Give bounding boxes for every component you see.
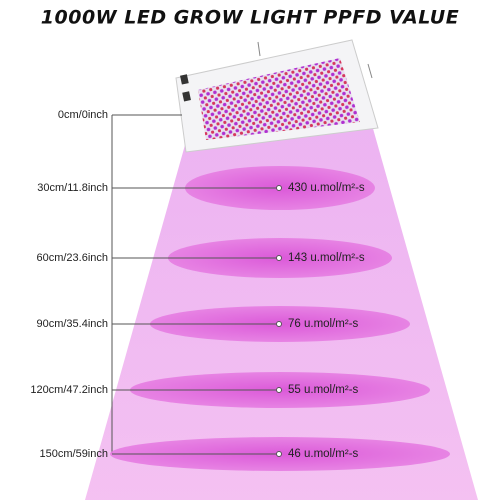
title: 1000W LED GROW LIGHT PPFD VALUE	[41, 7, 459, 29]
distance-label: 60cm/23.6inch	[36, 252, 108, 264]
distance-label: 120cm/47.2inch	[30, 384, 108, 396]
levels: 0cm/0inch 30cm/11.8inch 430 u.mol/m²-s 60cm…	[30, 109, 450, 471]
ppfd-value: 46 u.mol/m²-s	[288, 448, 359, 460]
leader-dot	[276, 185, 282, 191]
ppfd-value: 430 u.mol/m²-s	[288, 182, 365, 194]
ppfd-value: 143 u.mol/m²-s	[288, 252, 365, 264]
distance-label: 0cm/0inch	[58, 109, 108, 121]
leader-dot	[276, 387, 282, 393]
leader-dot	[276, 451, 282, 457]
distance-label: 30cm/11.8inch	[37, 182, 108, 194]
distance-label: 150cm/59inch	[40, 448, 109, 460]
leader-dot	[276, 255, 282, 261]
leader-dot	[276, 321, 282, 327]
lamp	[175, 39, 379, 153]
ppfd-value: 55 u.mol/m²-s	[288, 384, 359, 396]
distance-label: 90cm/35.4inch	[36, 318, 108, 330]
ppfd-value: 76 u.mol/m²-s	[288, 318, 359, 330]
